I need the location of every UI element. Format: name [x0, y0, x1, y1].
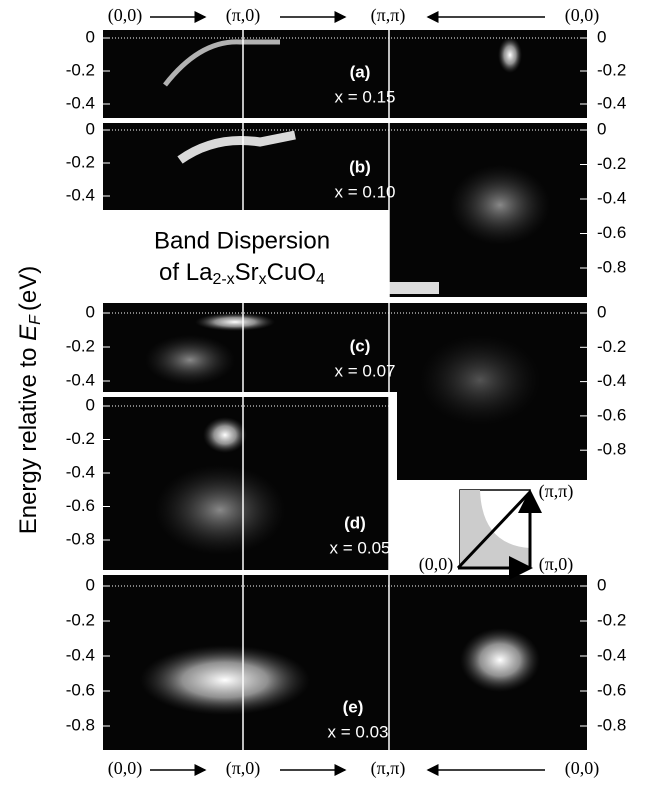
y-tick-label: 0 — [86, 27, 95, 46]
title-sub: 2-x — [212, 271, 234, 288]
inset — [456, 489, 542, 580]
y-tick-label: -0.8 — [66, 715, 95, 734]
y-tick-label: -0.8 — [597, 715, 626, 734]
y-tick-label: 0 — [597, 575, 606, 594]
y-tick-label: -0.4 — [66, 185, 95, 204]
y-tick-label: -0.4 — [597, 371, 626, 390]
intensity-maps — [103, 30, 587, 750]
y-tick-label: 0 — [86, 119, 95, 138]
doping-label: x = 0.05 — [330, 538, 391, 557]
y-tick-label: -0.6 — [66, 680, 95, 699]
k-point-label: (0,0) — [565, 5, 600, 26]
doping-label: x = 0.03 — [328, 722, 389, 741]
y-tick-label: -0.4 — [66, 645, 95, 664]
y-tick-label: -0.2 — [597, 610, 626, 629]
k-point-label: (π,π) — [371, 758, 406, 779]
title-sub: 4 — [316, 271, 325, 288]
y-tick-label: 0 — [86, 302, 95, 321]
k-point-label: (0,0) — [565, 758, 600, 779]
k-point-label: (π,π) — [371, 5, 406, 26]
doping-label: x = 0.10 — [335, 182, 396, 201]
k-point-label: (π,0) — [226, 758, 261, 779]
k-point-label: (0,0) — [108, 758, 143, 779]
panel-label: (a) — [350, 62, 371, 81]
doping-label: x = 0.15 — [335, 87, 396, 106]
y-tick-label: -0.6 — [597, 680, 626, 699]
panel-label: (e) — [343, 697, 364, 716]
y-tick-label: 0 — [597, 27, 606, 46]
y-tick-label: -0.8 — [66, 529, 95, 548]
panel-label: (d) — [344, 513, 366, 532]
title-cuo: CuO — [267, 259, 316, 286]
y-tick-label: -0.4 — [597, 645, 626, 664]
y-tick-label: -0.2 — [66, 610, 95, 629]
y-tick-label: 0 — [597, 119, 606, 138]
y-tick-label: -0.6 — [597, 405, 626, 424]
y-tick-label: -0.2 — [597, 337, 626, 356]
y-tick-label: -0.8 — [597, 257, 626, 276]
inset-label: (π,0) — [539, 554, 574, 575]
axis-unit: (eV) — [15, 266, 42, 311]
y-tick-label: -0.4 — [597, 93, 626, 112]
y-tick-label: -0.6 — [597, 223, 626, 242]
y-tick-label: 0 — [86, 575, 95, 594]
y-tick-label: -0.4 — [597, 188, 626, 207]
doping-label: x = 0.07 — [335, 361, 396, 380]
y-tick-label: -0.2 — [66, 429, 95, 448]
y-tick-label: 0 — [597, 302, 606, 321]
y-tick-label: -0.2 — [597, 60, 626, 79]
y-tick-label: -0.8 — [597, 440, 626, 459]
title-sub: x — [259, 271, 267, 288]
axis-label-text: Energy relative to — [15, 348, 42, 535]
y-tick-label: 0 — [86, 395, 95, 414]
k-point-label: (0,0) — [108, 5, 143, 26]
panel-label: (b) — [349, 157, 371, 176]
y-tick-label: -0.2 — [597, 154, 626, 173]
k-point-label: (π,0) — [226, 5, 261, 26]
axis-label: Energy relative to EF (eV) — [15, 266, 44, 535]
axis-subscript: F — [27, 314, 44, 325]
y-tick-label: -0.4 — [66, 370, 95, 389]
y-tick-label: -0.2 — [66, 152, 95, 171]
y-tick-label: -0.2 — [66, 60, 95, 79]
title-of: of La — [159, 259, 213, 286]
axis-symbol: E — [15, 324, 42, 341]
y-tick-label: -0.4 — [66, 93, 95, 112]
title-sr: Sr — [235, 259, 259, 286]
title-line2: of La2-xSrxCuO4 — [159, 259, 325, 288]
y-tick-label: -0.6 — [66, 496, 95, 515]
y-tick-label: -0.4 — [66, 462, 95, 481]
panel-label: (c) — [350, 336, 371, 355]
inset-label: (0,0) — [419, 554, 454, 575]
y-tick-label: -0.2 — [66, 336, 95, 355]
inset-label: (π,π) — [539, 481, 574, 502]
title-line1: Band Dispersion — [154, 227, 330, 254]
